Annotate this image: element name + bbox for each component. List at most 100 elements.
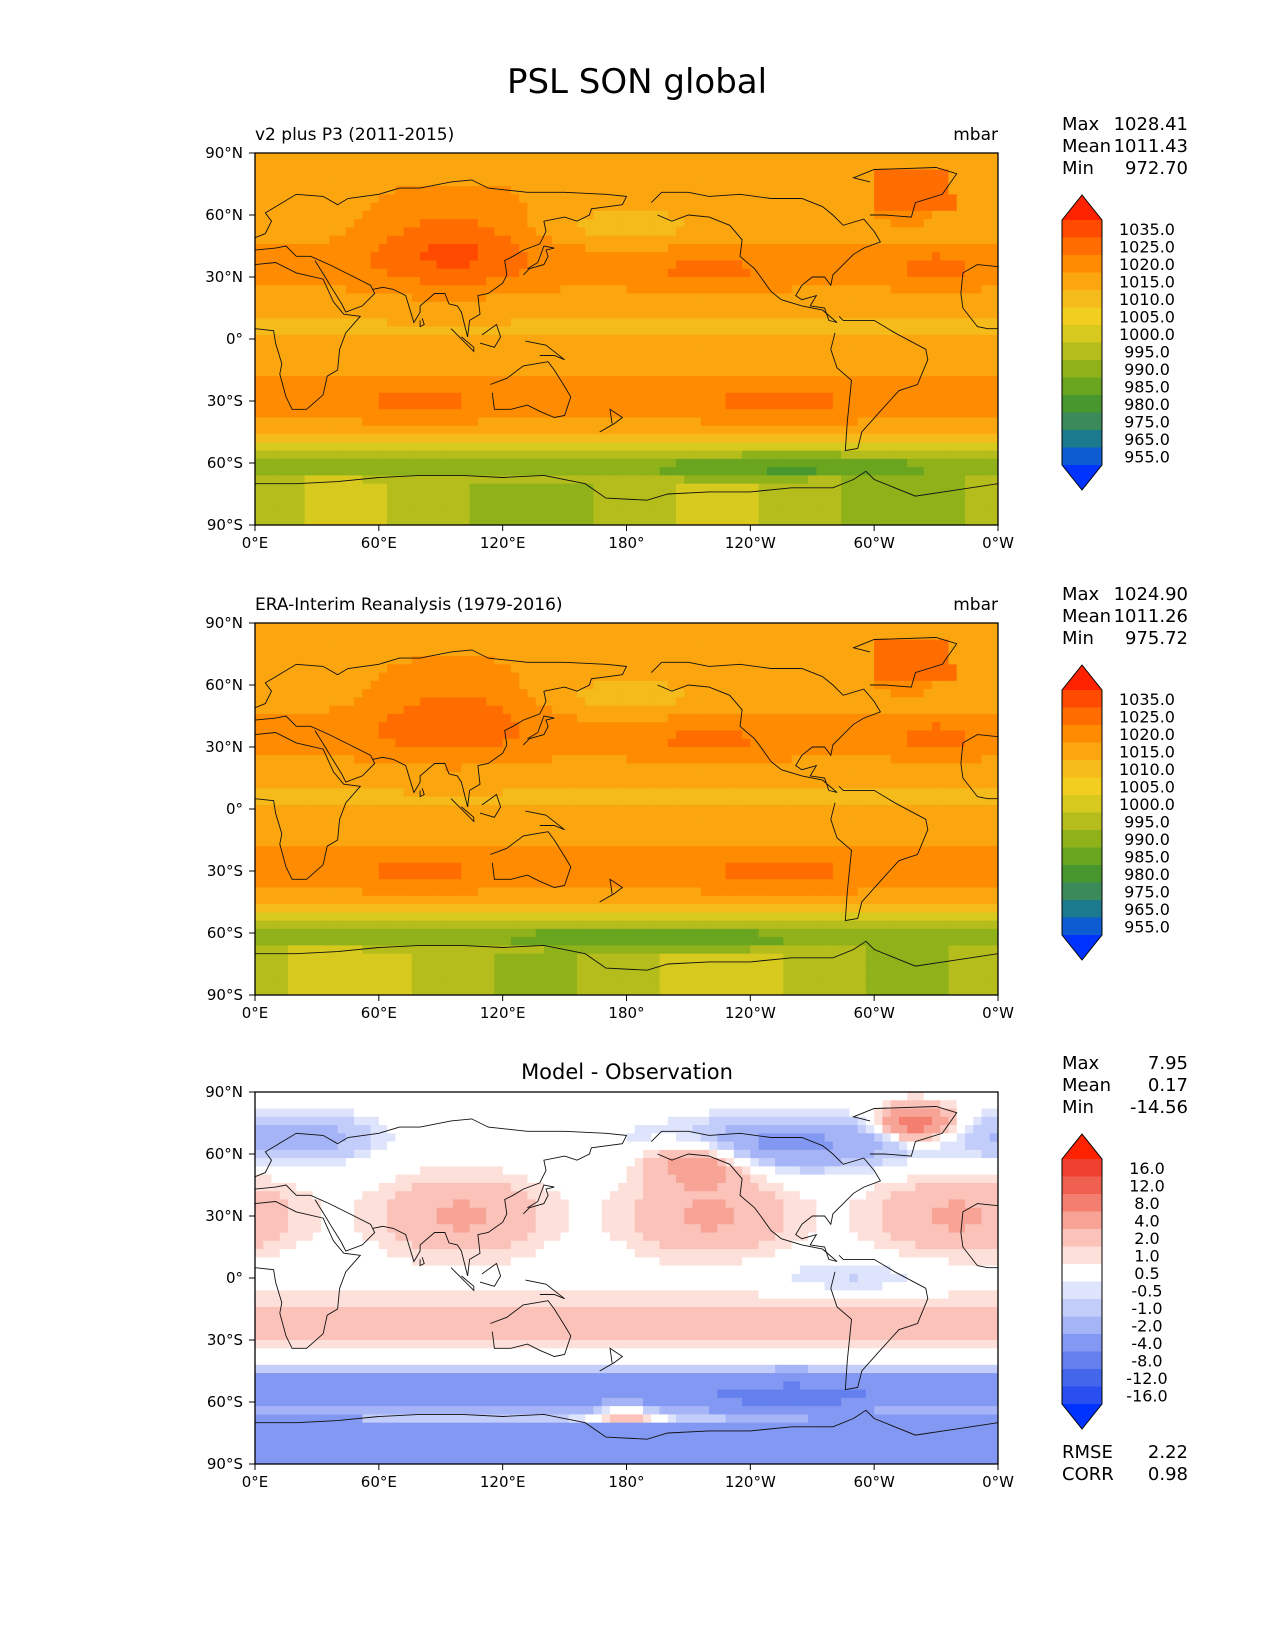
field-cell [758,631,768,641]
field-cell [923,656,933,665]
field-cell [568,458,578,468]
colorbar-segment [1062,255,1102,273]
field-cell [700,664,710,674]
field-cell [420,301,429,311]
field-cell [486,672,496,682]
field-cell [560,434,570,443]
field-cell [940,689,950,698]
field-cell [370,475,380,485]
field-cell [766,500,776,510]
field-cell [750,516,760,525]
field-cell [956,672,966,682]
field-cell [783,475,793,485]
field-cell [576,664,586,674]
field-cell [898,458,908,468]
field-cell [444,235,454,245]
field-cell [973,376,983,386]
field-cell [486,417,496,427]
field-cell [956,318,966,328]
field-cell [535,153,545,162]
field-cell [651,326,661,336]
field-cell [981,367,991,377]
field-cell [337,483,347,493]
field-cell [676,483,685,493]
field-cell [956,384,966,394]
field-cell [643,384,652,394]
field-cell [288,351,297,361]
field-cell [428,318,438,328]
field-cell [964,631,974,641]
field-cell [510,434,520,443]
field-cell [923,500,933,510]
field-cell [494,680,504,690]
field-cell [626,500,636,510]
field-cell [387,467,396,476]
field-cell [321,631,330,641]
field-cell [940,434,950,443]
field-cell [973,351,983,361]
field-cell [717,475,727,485]
field-cell [634,351,644,361]
field-cell [709,153,718,162]
field-cell [387,458,396,468]
field-cell [329,647,339,657]
field-cell [362,252,372,262]
field-cell [370,210,380,220]
field-cell [321,417,330,427]
field-cell [874,647,884,657]
field-cell [428,475,438,485]
field-cell [667,210,677,220]
field-cell [659,210,669,220]
field-cell [510,310,520,319]
field-cell [387,483,396,493]
field-cell [750,169,760,179]
field-cell [725,623,735,632]
field-cell [907,475,917,485]
field-cell [692,425,702,435]
field-cell [659,483,669,493]
colorbar-outline [1061,194,1103,491]
field-cell [791,268,801,278]
field-cell [568,467,578,476]
field-cell [841,161,850,171]
field-cell [634,392,644,402]
field-cell [651,186,661,195]
field-cell [981,623,991,632]
field-cell [948,260,958,270]
field-cell [733,401,743,410]
field-cell [758,285,768,295]
field-cell [255,318,264,328]
field-cell [931,367,941,377]
field-cell [568,409,578,419]
field-cell [494,475,504,485]
field-cell [989,202,998,212]
field-cell [420,639,429,649]
field-cell [362,285,372,295]
field-cell [387,260,396,270]
field-cell [618,318,628,328]
field-cell [469,334,479,344]
field-cell [535,697,545,707]
field-cell [931,243,941,253]
field-cell [543,277,553,286]
colorbar-segment [1062,325,1102,343]
field-cell [750,500,760,510]
field-cell [255,186,264,195]
field-cell [964,376,974,386]
field-cell [609,376,619,386]
field-cell [601,227,611,237]
field-cell [329,697,339,707]
field-cell [676,161,685,171]
field-cell [403,475,413,485]
field-cell [370,161,380,171]
field-cell [271,500,281,510]
field-cell [552,697,562,707]
field-cell [849,516,859,525]
field-cell [255,450,264,460]
field-cell [964,467,974,476]
field-cell [824,301,834,311]
field-cell [593,351,603,361]
field-cell [841,475,850,485]
field-cell [865,359,875,369]
field-cell [676,401,685,410]
